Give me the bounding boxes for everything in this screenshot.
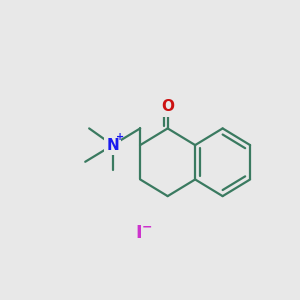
Text: O: O: [161, 99, 174, 114]
Text: N: N: [106, 138, 119, 153]
Text: +: +: [116, 132, 124, 142]
Text: −: −: [142, 220, 152, 233]
Text: I: I: [135, 224, 142, 242]
